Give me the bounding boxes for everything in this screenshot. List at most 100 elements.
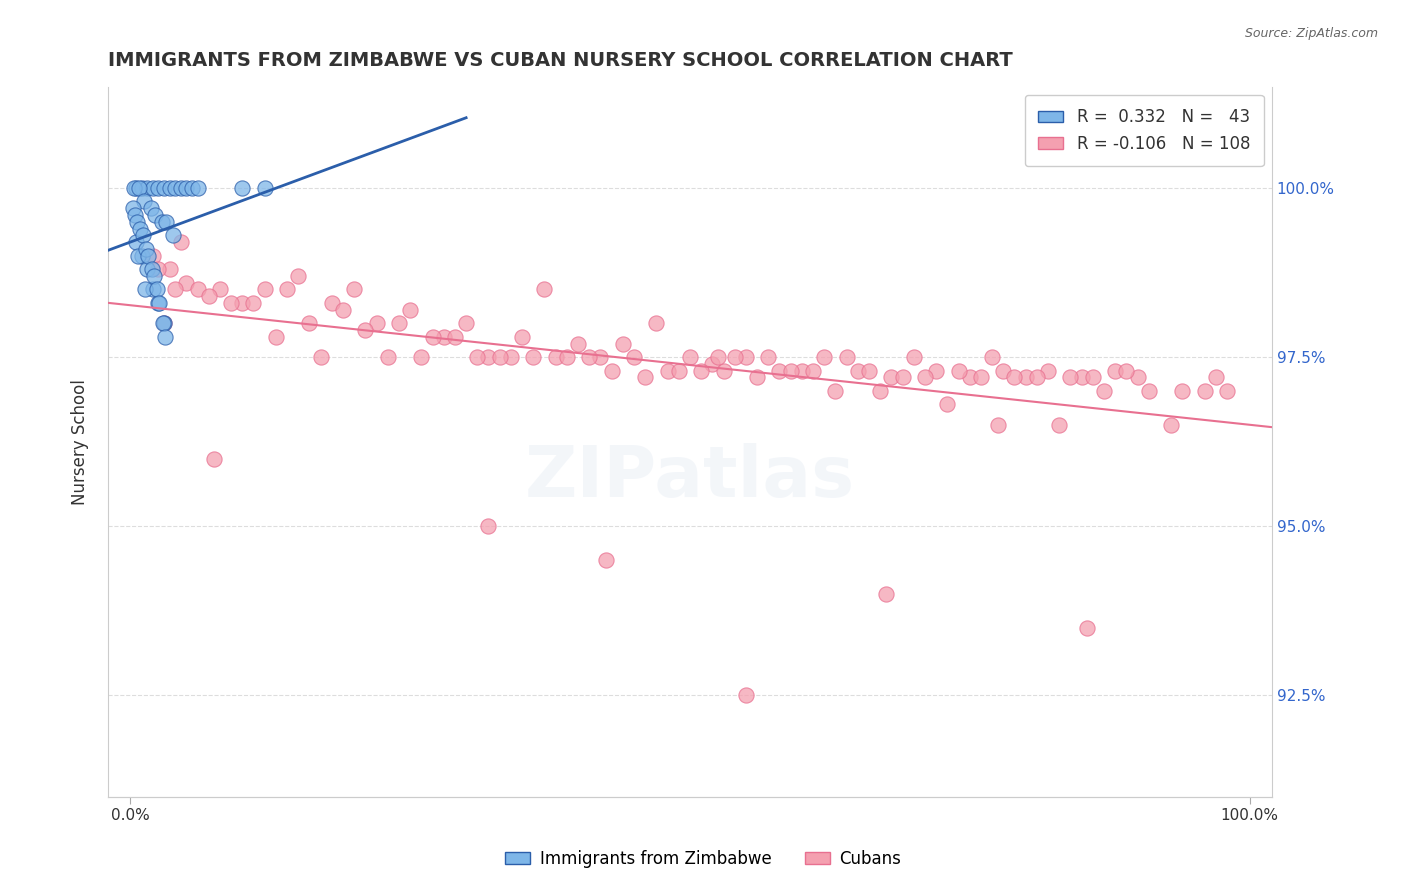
Point [153,316,176,330]
Point [136,181,159,195]
Point [488,350,510,364]
Point [162,228,184,243]
Point [724,350,747,364]
Point [264,330,287,344]
Point [578,350,600,364]
Point [612,336,634,351]
Point [533,282,555,296]
Point [181,181,204,195]
Point [422,330,444,344]
Point [159,262,181,277]
Point [142,268,165,283]
Point [1205,370,1227,384]
Point [936,397,959,411]
Y-axis label: Nursery School: Nursery School [72,379,89,505]
Point [219,296,242,310]
Point [668,363,690,377]
Point [186,181,208,195]
Point [657,363,679,377]
Point [891,370,914,384]
Point [1081,370,1104,384]
Point [231,181,253,195]
Point [150,215,173,229]
Point [253,282,276,296]
Point [155,215,177,229]
Point [1076,621,1098,635]
Point [1194,384,1216,398]
Point [124,208,146,222]
Point [132,194,155,209]
Point [165,181,187,195]
Point [790,363,813,377]
Point [779,363,801,377]
Point [914,370,936,384]
Point [1059,370,1081,384]
Point [127,215,149,229]
Point [444,330,467,344]
Point [645,316,668,330]
Point [125,235,148,249]
Point [146,282,169,296]
Point [477,350,499,364]
Point [134,282,156,296]
Legend: Immigrants from Zimbabwe, Cubans: Immigrants from Zimbabwe, Cubans [498,844,908,875]
Text: ZIPatlas: ZIPatlas [524,442,855,512]
Point [276,282,298,296]
Point [465,350,488,364]
Point [411,350,433,364]
Point [148,181,170,195]
Point [1137,384,1160,398]
Point [208,282,231,296]
Point [377,350,399,364]
Point [801,363,824,377]
Point [388,316,411,330]
Point [139,201,162,215]
Point [477,519,499,533]
Point [987,417,1010,432]
Point [366,316,388,330]
Point [127,249,149,263]
Point [433,330,456,344]
Point [1115,363,1137,377]
Text: IMMIGRANTS FROM ZIMBABWE VS CUBAN NURSERY SCHOOL CORRELATION CHART: IMMIGRANTS FROM ZIMBABWE VS CUBAN NURSER… [108,51,1012,70]
Point [993,363,1015,377]
Point [707,350,730,364]
Point [1126,370,1149,384]
Point [142,181,165,195]
Point [287,268,309,283]
Point [142,249,165,263]
Point [869,384,891,398]
Point [242,296,264,310]
Point [148,262,170,277]
Point [131,181,153,195]
Point [231,296,253,310]
Point [136,262,159,277]
Point [959,370,981,384]
Point [136,249,159,263]
Point [332,302,354,317]
Point [354,323,377,337]
Point [399,302,422,317]
Point [141,262,163,277]
Point [309,350,332,364]
Point [745,370,768,384]
Point [153,181,176,195]
Point [343,282,366,296]
Legend: R =  0.332   N =   43, R = -0.106   N = 108: R = 0.332 N = 43, R = -0.106 N = 108 [1025,95,1264,166]
Point [1015,370,1038,384]
Point [143,208,166,222]
Point [170,235,193,249]
Point [1160,417,1182,432]
Point [846,363,869,377]
Point [176,181,198,195]
Point [623,350,645,364]
Point [202,451,225,466]
Point [148,296,170,310]
Point [148,296,170,310]
Point [165,282,187,296]
Point [880,370,903,384]
Point [1070,370,1092,384]
Point [499,350,522,364]
Point [824,384,846,398]
Point [690,363,713,377]
